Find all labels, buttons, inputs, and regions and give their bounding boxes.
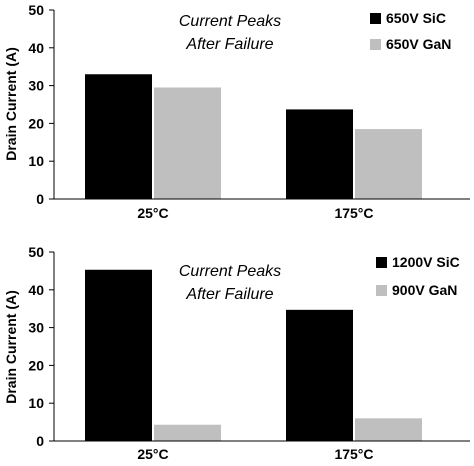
legend-swatch [370, 39, 381, 50]
bar-650v-sic-1 [286, 109, 353, 199]
y-tick-label: 30 [28, 78, 44, 94]
y-tick-label: 40 [28, 282, 44, 298]
annotation-text: After Failure [185, 286, 273, 303]
y-tick-label: 30 [28, 320, 44, 336]
y-tick-label: 10 [28, 395, 44, 411]
legend-label: 650V GaN [386, 36, 451, 52]
legend-label: 900V GaN [392, 282, 457, 298]
y-tick-label: 40 [28, 40, 44, 56]
y-tick-label: 20 [28, 357, 44, 373]
x-category-label: 25°C [137, 205, 168, 221]
chart-panel-1: 0 10 20 30 40 50 25°C 175°C Drain Current (A) Cur… [3, 2, 470, 221]
chart-panel-2: 0 10 20 30 40 50 25°C 175°C Drain Current (A) Cur… [3, 244, 470, 462]
y-tick-label: 10 [28, 153, 44, 169]
x-category-label: 25°C [137, 446, 168, 462]
y-tick-label: 0 [36, 191, 44, 207]
bar-1200v-sic-0 [85, 269, 152, 441]
legend-swatch [376, 285, 387, 296]
bar-900v-gan-0 [154, 424, 221, 441]
y-tick-label: 50 [28, 244, 44, 260]
y-tick-label: 20 [28, 115, 44, 131]
legend-swatch [370, 13, 381, 24]
y-axis-label: Drain Current (A) [3, 47, 19, 161]
legend-label: 650V SiC [386, 10, 446, 26]
legend-label: 1200V SiC [392, 254, 460, 270]
y-tick-label: 50 [28, 2, 44, 18]
bar-650v-gan-0 [154, 87, 221, 199]
legend-swatch [376, 257, 387, 268]
x-category-label: 175°C [334, 205, 373, 221]
bar-900v-gan-1 [355, 418, 422, 441]
x-category-label: 175°C [334, 446, 373, 462]
y-tick-label: 0 [36, 433, 44, 449]
bar-1200v-sic-1 [286, 309, 353, 441]
bar-650v-gan-1 [355, 129, 422, 199]
y-axis-label: Drain Current (A) [3, 290, 19, 404]
annotation-text: After Failure [185, 36, 273, 53]
bar-650v-sic-0 [85, 74, 152, 199]
annotation-text: Current Peaks [179, 13, 281, 30]
annotation-text: Current Peaks [179, 263, 281, 280]
